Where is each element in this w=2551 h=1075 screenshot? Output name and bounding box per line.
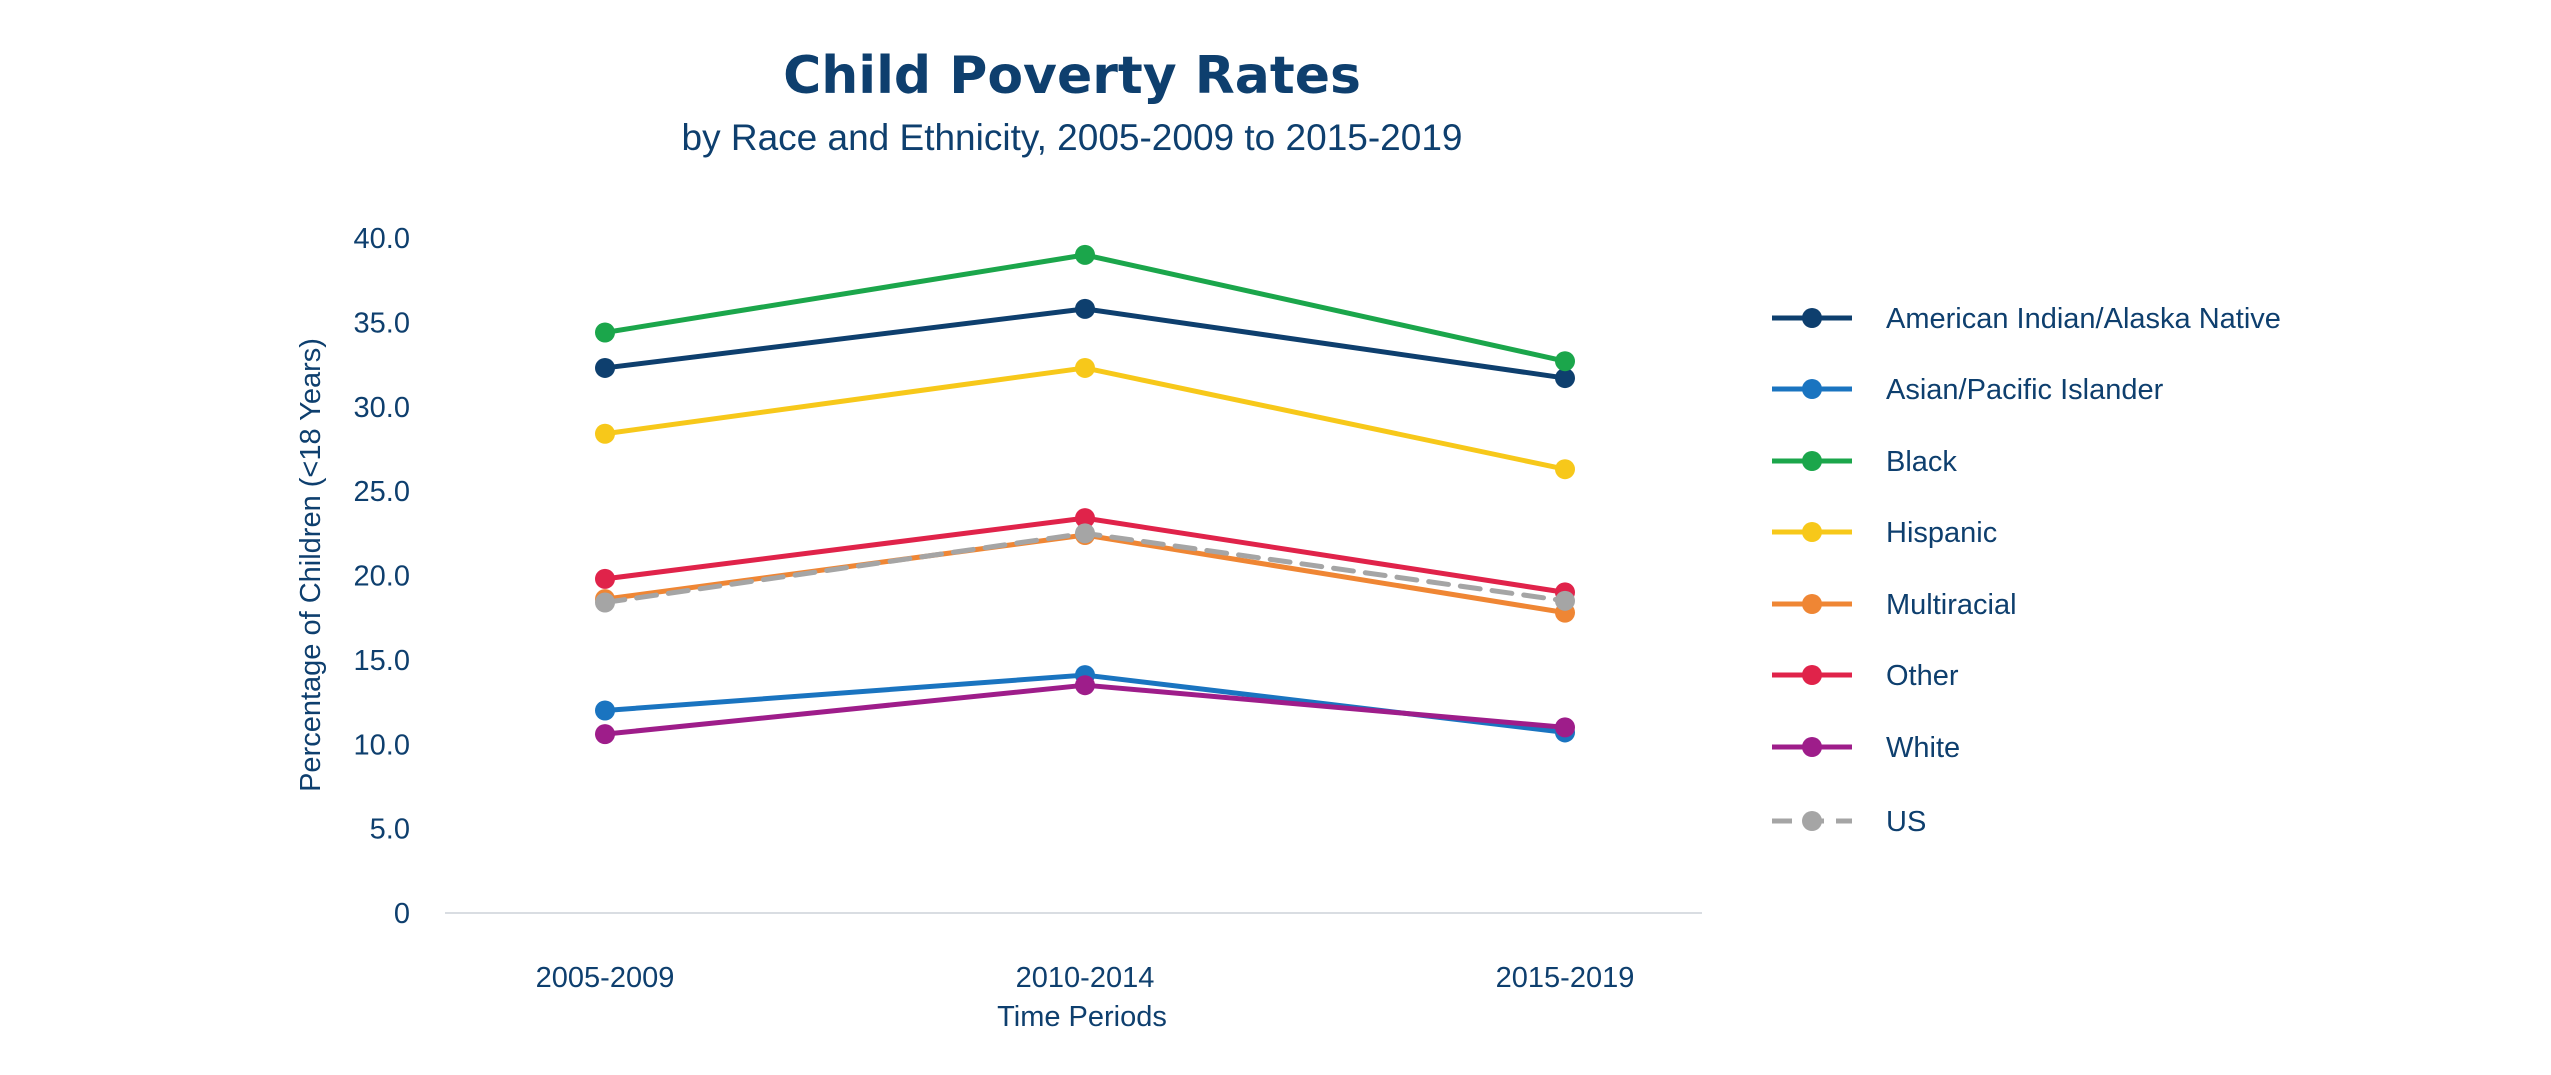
- data-point: [595, 423, 615, 444]
- legend-label: Multiracial: [1886, 589, 2017, 621]
- y-tick-label: 25.0: [354, 476, 410, 508]
- data-point: [1075, 675, 1095, 696]
- legend-label: Asian/Pacific Islander: [1886, 374, 2164, 406]
- data-point: [595, 700, 615, 721]
- legend-item: Other: [1772, 660, 1959, 692]
- series-layer: [595, 244, 1575, 745]
- series-6: [595, 675, 1575, 745]
- data-point: [1555, 459, 1575, 480]
- data-point: [595, 568, 615, 589]
- legend-swatch-marker: [1802, 665, 1822, 685]
- legend-label: US: [1886, 806, 1926, 838]
- legend-item: US: [1772, 806, 1926, 838]
- legend-item: Hispanic: [1772, 517, 1997, 549]
- legend-label: Other: [1886, 660, 1959, 692]
- data-point: [595, 724, 615, 745]
- data-point: [1075, 523, 1095, 544]
- y-tick-label: 15.0: [354, 645, 410, 677]
- legend-swatch-marker: [1802, 737, 1822, 757]
- legend-label: White: [1886, 732, 1960, 764]
- legend-item: Black: [1772, 446, 1957, 478]
- legend-swatch-marker: [1802, 308, 1822, 328]
- x-axis-ticks: 2005-2009 2010-2014 2015-2019: [536, 962, 1635, 994]
- legend: American Indian/Alaska Native Asian/Pacif…: [1772, 303, 2281, 838]
- y-tick-label: 10.0: [354, 729, 410, 761]
- data-point: [1075, 244, 1095, 265]
- data-point: [1075, 357, 1095, 378]
- data-point: [1555, 717, 1575, 738]
- legend-item: White: [1772, 732, 1960, 764]
- legend-item: Asian/Pacific Islander: [1772, 374, 2164, 406]
- data-point: [1075, 508, 1095, 529]
- series-7: [595, 523, 1575, 613]
- legend-swatch-marker: [1802, 379, 1822, 399]
- data-point: [1555, 590, 1575, 611]
- series-line: [602, 532, 1568, 616]
- data-point: [1075, 298, 1095, 319]
- y-tick-label: 20.0: [354, 561, 410, 593]
- legend-swatch-marker: [1802, 594, 1822, 614]
- series-3: [595, 357, 1575, 480]
- x-axis-label: Time Periods: [997, 1001, 1167, 1033]
- series-0: [595, 298, 1575, 389]
- series-2: [595, 244, 1575, 372]
- y-tick-label: 0: [394, 898, 410, 930]
- chart-subtitle: by Race and Ethnicity, 2005-2009 to 2015…: [682, 117, 1463, 158]
- data-point: [595, 357, 615, 378]
- legend-label: Hispanic: [1886, 517, 1997, 549]
- y-axis-ticks: 0 5.0 10.0 15.0 20.0 25.0 30.0 35.0 40.0: [354, 223, 410, 930]
- data-point: [595, 322, 615, 343]
- legend-label: American Indian/Alaska Native: [1886, 303, 2281, 335]
- y-axis-label: Percentage of Children (<18 Years): [295, 338, 327, 792]
- y-tick-label: 35.0: [354, 307, 410, 339]
- series-line: [602, 365, 1568, 472]
- y-tick-label: 5.0: [370, 814, 410, 846]
- data-point: [1555, 351, 1575, 372]
- chart-title: Child Poverty Rates: [783, 46, 1361, 106]
- legend-item: American Indian/Alaska Native: [1772, 303, 2281, 335]
- y-tick-label: 30.0: [354, 392, 410, 424]
- data-point: [1555, 368, 1575, 389]
- x-tick-label: 2010-2014: [1016, 962, 1155, 994]
- legend-item: Multiracial: [1772, 589, 2017, 621]
- x-tick-label: 2005-2009: [536, 962, 675, 994]
- legend-swatch-marker: [1802, 451, 1822, 471]
- y-tick-label: 40.0: [354, 223, 410, 255]
- x-tick-label: 2015-2019: [1496, 962, 1635, 994]
- legend-swatch-marker: [1802, 522, 1822, 542]
- legend-label: Black: [1886, 446, 1957, 478]
- legend-swatch-marker: [1802, 811, 1822, 831]
- data-point: [595, 592, 615, 613]
